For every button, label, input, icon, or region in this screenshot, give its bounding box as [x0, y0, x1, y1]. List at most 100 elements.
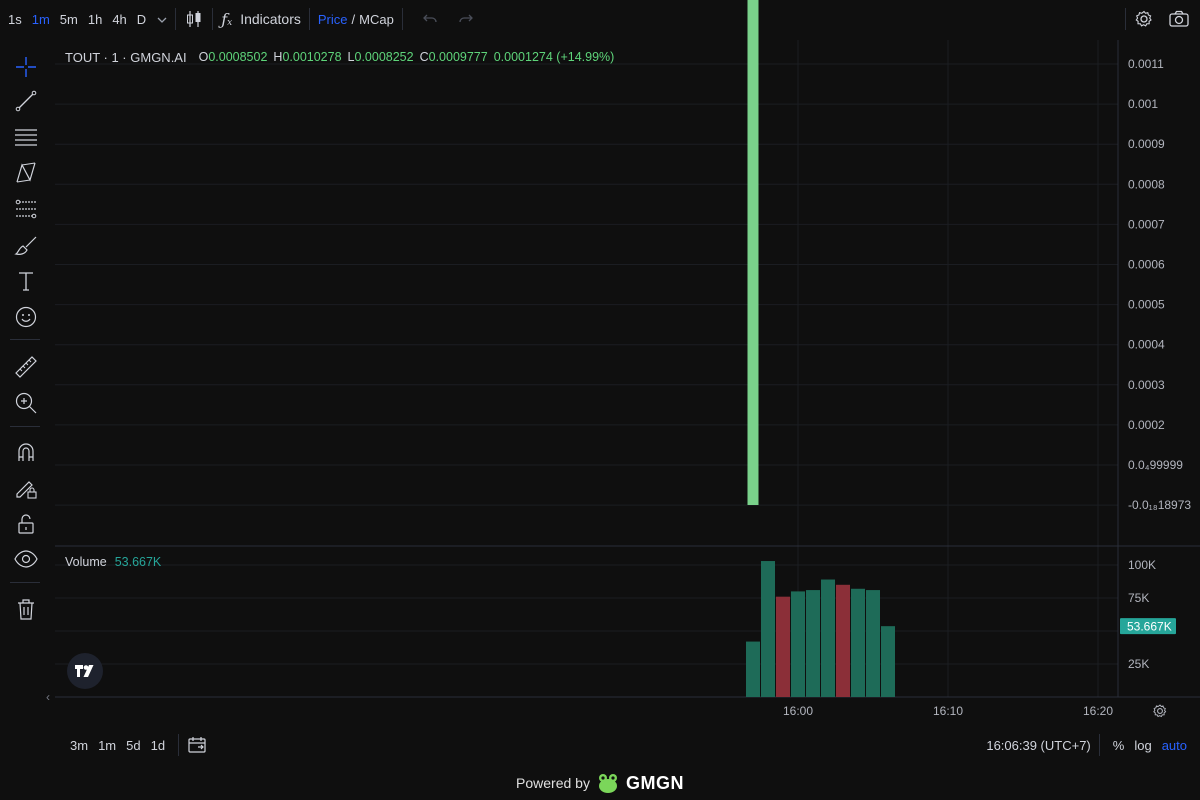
tradingview-logo[interactable] — [67, 653, 103, 689]
volume-bar[interactable] — [746, 641, 760, 697]
undo-icon[interactable] — [421, 10, 439, 28]
price-axis-label: 0.0009 — [1128, 137, 1165, 151]
time-axis-label: 16:20 — [1083, 704, 1113, 718]
emoji-icon[interactable] — [13, 304, 39, 330]
function-icon: ƒx — [221, 9, 233, 29]
open-label: O — [198, 50, 209, 64]
chart-settings-icon[interactable] — [1152, 703, 1168, 719]
top-toolbar: 1s 1m 5m 1h 4h D ƒx Indicators Price / MCap — [0, 0, 1200, 38]
price-axis-label: -0.0₁₈18973 — [1128, 498, 1191, 512]
fib-retracement-icon[interactable] — [13, 196, 39, 222]
price-mcap-toggle[interactable]: Price / MCap — [318, 12, 394, 27]
volume-axis-label: 75K — [1128, 591, 1149, 605]
sidebar-separator — [10, 426, 40, 427]
timeframe-1s[interactable]: 1s — [8, 11, 22, 27]
toolbar-separator — [178, 734, 180, 756]
range-group: 3m 1m 5d 1d — [65, 738, 170, 753]
candle-type-icon[interactable] — [184, 9, 204, 29]
volume-bar[interactable] — [866, 590, 880, 697]
price-axis-label: 0.0007 — [1128, 217, 1165, 231]
powered-by-footer: Powered by GMGN — [0, 768, 1200, 798]
eye-icon[interactable] — [13, 546, 39, 572]
price-option[interactable]: Price — [317, 11, 348, 27]
percent-toggle[interactable]: % — [1112, 737, 1125, 753]
volume-bar[interactable] — [821, 579, 835, 697]
volume-bar[interactable] — [806, 590, 820, 697]
volume-bar[interactable] — [851, 588, 865, 697]
close-label: C — [419, 50, 429, 64]
toggle-slash: / — [351, 11, 356, 27]
time-axis-label: 16:10 — [933, 704, 963, 718]
toolbar-separator — [175, 8, 177, 30]
redo-icon[interactable] — [457, 10, 475, 28]
gmgn-frog-icon — [596, 772, 620, 794]
sidebar-separator — [10, 582, 40, 583]
range-3m[interactable]: 3m — [70, 737, 89, 753]
price-axis-label: 0.0004 — [1128, 338, 1165, 352]
close-value: 0.0009777 — [428, 50, 488, 64]
trend-line-icon[interactable] — [13, 88, 39, 114]
indicators-button[interactable]: ƒx Indicators — [221, 10, 301, 29]
current-volume-badge — [1120, 618, 1176, 635]
horizontal-lines-icon[interactable] — [13, 124, 39, 150]
timeframe-D[interactable]: D — [136, 11, 147, 27]
text-tool-icon[interactable] — [13, 268, 39, 294]
magnet-icon[interactable] — [13, 439, 39, 465]
camera-icon[interactable] — [1168, 9, 1190, 29]
date-range-icon[interactable] — [187, 735, 207, 755]
volume-bar[interactable] — [791, 591, 805, 697]
timeframe-1h[interactable]: 1h — [87, 11, 103, 27]
volume-label: Volume — [65, 555, 107, 569]
drawing-tools-sidebar — [0, 46, 52, 646]
gmgn-brand: GMGN — [625, 772, 684, 793]
volume-bar[interactable] — [881, 626, 895, 697]
range-5d[interactable]: 5d — [126, 737, 141, 753]
sidebar-separator — [10, 339, 40, 340]
candle-body[interactable] — [747, 0, 759, 505]
range-1m[interactable]: 1m — [98, 737, 117, 753]
price-axis-label: 0.0011 — [1128, 57, 1164, 71]
volume-bar[interactable] — [776, 596, 790, 697]
trash-icon[interactable] — [13, 596, 39, 622]
timeframe-group: 1s 1m 5m 1h 4h D — [3, 12, 151, 27]
timeframe-1m[interactable]: 1m — [31, 11, 50, 27]
price-chart[interactable]: 0.0011 0.001 0.0009 0.0008 0.0007 0.0006 0.000… — [0, 0, 1200, 730]
ruler-icon[interactable] — [13, 354, 39, 380]
unlock-icon[interactable] — [13, 511, 39, 537]
log-toggle[interactable]: log — [1134, 737, 1152, 753]
price-axis-label: 0.0005 — [1128, 298, 1165, 312]
crosshair-icon[interactable] — [13, 54, 39, 80]
price-axis-label: 0.001 — [1128, 97, 1158, 111]
change-value: 0.0001274 (+14.99%) — [493, 50, 615, 64]
clock-display[interactable]: 16:06:39 (UTC+7) — [986, 737, 1091, 753]
timeframe-dropdown-icon[interactable] — [157, 10, 167, 28]
current-volume-label: 53.667K — [1127, 620, 1172, 634]
volume-bar[interactable] — [836, 584, 850, 697]
zoom-in-icon[interactable] — [13, 390, 39, 416]
timeframe-4h[interactable]: 4h — [112, 11, 127, 27]
collapse-sidebar-icon[interactable]: ‹ — [46, 690, 50, 704]
range-1d[interactable]: 1d — [150, 737, 166, 753]
toolbar-separator — [1125, 8, 1126, 30]
lock-drawing-icon[interactable] — [13, 475, 39, 501]
volume-bar[interactable] — [761, 561, 775, 697]
open-value: 0.0008502 — [208, 50, 268, 64]
toolbar-separator — [1098, 734, 1100, 756]
toolbar-separator — [401, 8, 403, 30]
timeframe-5m[interactable]: 5m — [59, 11, 78, 27]
pattern-tool-icon[interactable] — [13, 160, 39, 186]
auto-toggle[interactable]: auto — [1161, 737, 1187, 753]
price-axis-label: 0.0003 — [1128, 378, 1165, 392]
price-axis-label: 0.0₄99999 — [1128, 458, 1183, 472]
brush-icon[interactable] — [13, 232, 39, 258]
high-label: H — [273, 50, 283, 64]
symbol-title: TOUT · 1 · GMGN.AI — [65, 50, 187, 65]
toolbar-separator — [308, 8, 310, 30]
indicators-label: Indicators — [240, 11, 301, 27]
toolbar-separator — [212, 8, 214, 30]
low-value: 0.0008252 — [354, 50, 414, 64]
low-label: L — [347, 50, 355, 64]
settings-gear-icon[interactable] — [1134, 9, 1154, 29]
mcap-option[interactable]: MCap — [359, 11, 394, 27]
bottom-toolbar: 3m 1m 5d 1d 16:06:39 (UTC+7) % log auto — [0, 730, 1200, 760]
